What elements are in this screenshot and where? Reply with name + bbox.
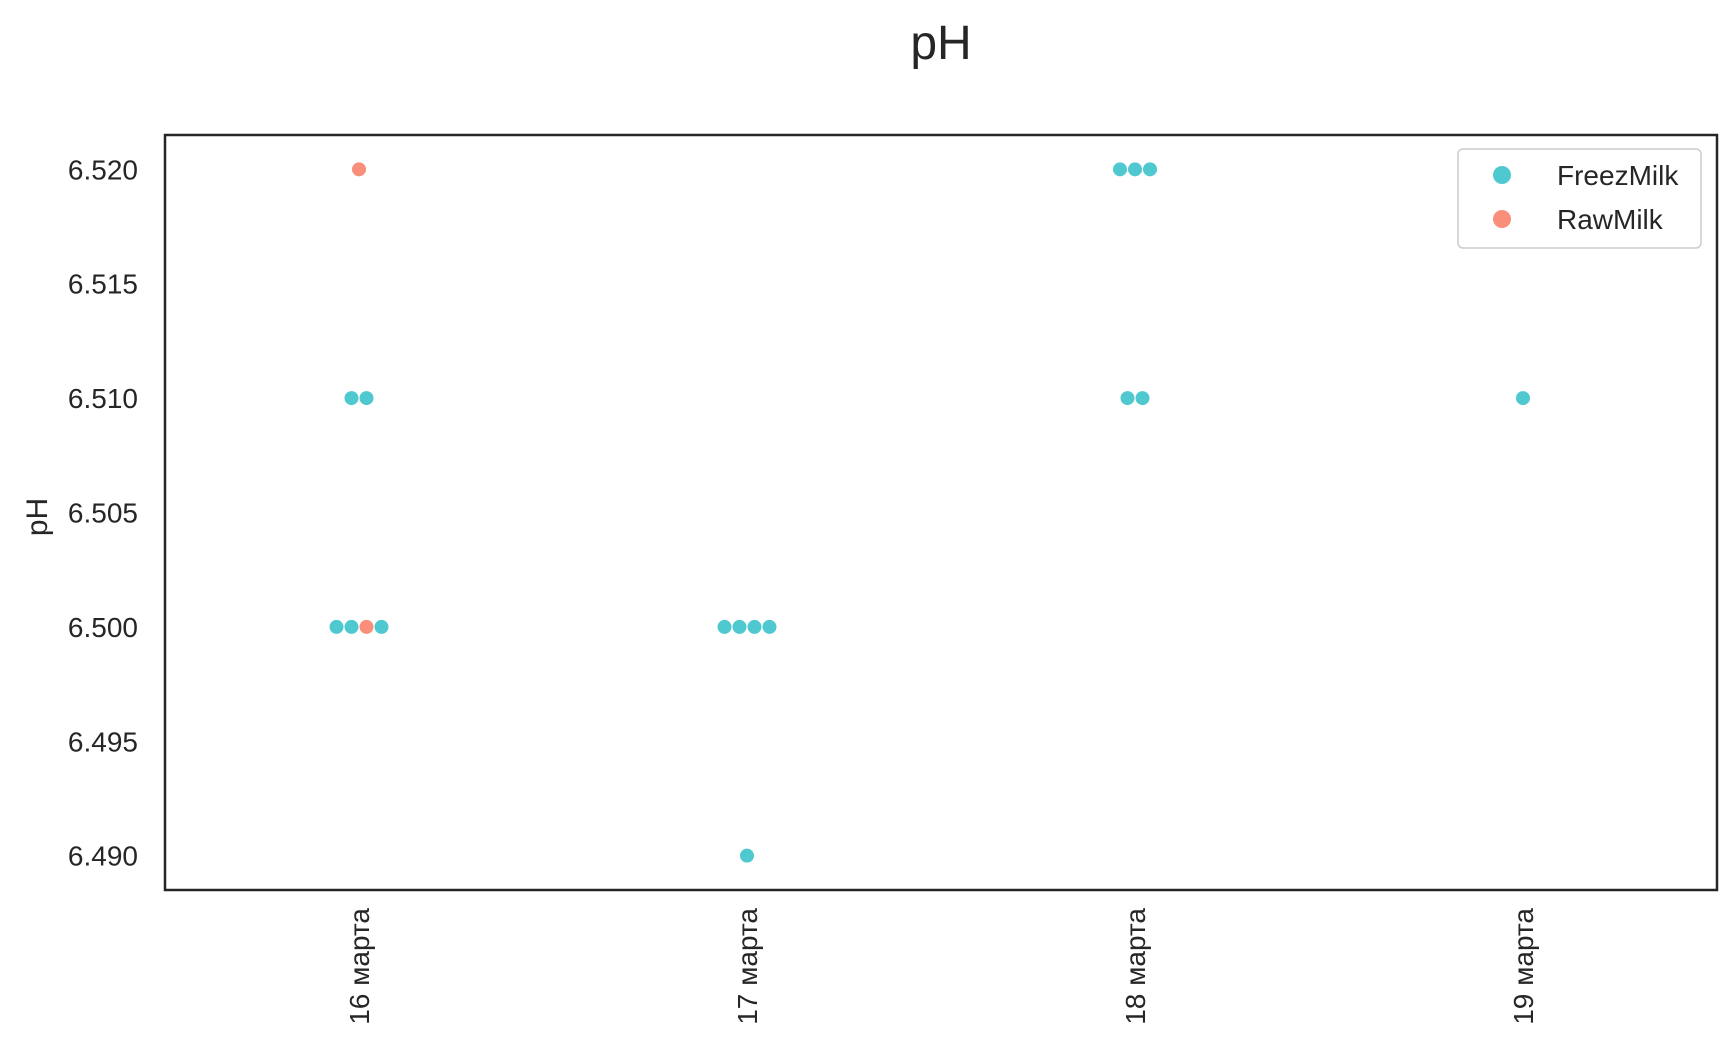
data-point-freezmilk [1113,162,1127,177]
y-axis-ticks: 6.490 6.495 6.500 6.505 6.510 6.515 6.520 [68,154,138,871]
x-tick-label: 17 марта [732,908,763,1025]
x-tick-label: 18 марта [1120,908,1151,1025]
data-point-freezmilk [344,619,359,634]
y-tick-label: 6.510 [68,383,138,414]
data-point-freezmilk [1143,162,1157,177]
x-tick-label: 19 марта [1508,908,1539,1025]
data-point-freezmilk [1516,391,1530,406]
data-point-freezmilk [1120,391,1135,406]
data-point-freezmilk [359,391,374,406]
y-tick-label: 6.495 [68,726,138,757]
data-point-freezmilk [1128,162,1142,177]
chart-title: pH [910,17,971,70]
data-point-freezmilk [762,619,777,634]
y-tick-label: 6.505 [68,498,138,529]
legend-label-freezmilk: FreezMilk [1557,160,1679,191]
data-point-freezmilk [717,619,732,634]
data-point-freezmilk [732,619,747,634]
data-point-freezmilk [747,619,762,634]
y-tick-label: 6.490 [68,841,138,872]
y-axis-label: pH [21,498,54,536]
y-tick-label: 6.520 [68,154,138,185]
data-point-freezmilk [1135,391,1150,406]
data-point-rawmilk [359,619,374,634]
legend-marker-freezmilk [1493,166,1511,184]
legend-marker-rawmilk [1493,210,1511,228]
data-points [329,162,1530,863]
x-axis-ticks: 16 марта 17 марта 18 марта 19 марта [344,908,1539,1025]
data-point-freezmilk [329,619,344,634]
legend-box [1457,148,1702,249]
legend: FreezMilk RawMilk [1457,148,1702,249]
data-point-freezmilk [740,848,754,863]
data-point-freezmilk [344,391,359,406]
y-tick-label: 6.500 [68,612,138,643]
data-point-freezmilk [374,619,389,634]
x-tick-label: 16 марта [344,908,375,1025]
plot-area-frame [163,133,1719,892]
y-tick-label: 6.515 [68,269,138,300]
legend-label-rawmilk: RawMilk [1557,204,1664,235]
data-point-rawmilk [352,162,366,177]
